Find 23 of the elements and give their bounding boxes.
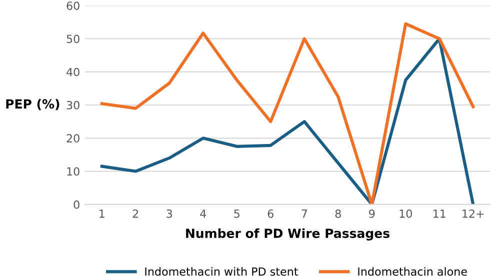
- x-tick-label: 10: [400, 209, 412, 218]
- y-tick-label: 10: [67, 167, 80, 176]
- x-tick-label: 4: [200, 210, 206, 218]
- x-tick-label: 5: [234, 210, 240, 218]
- y-tick-label: 30: [66, 100, 80, 110]
- legend-label: Indomethacin alone: [358, 267, 467, 276]
- x-axis-title: Number of PD Wire Passages: [186, 228, 390, 241]
- x-tick-label: 3: [166, 209, 172, 218]
- x-tick-label: 6: [268, 209, 274, 218]
- x-tick-label: 7: [302, 210, 307, 218]
- y-tick-label: 20: [66, 134, 80, 143]
- x-tick-label: 12+: [462, 209, 484, 218]
- x-tick-label: 8: [335, 209, 341, 218]
- x-tick-label: 11: [434, 210, 446, 218]
- x-tick-label: 2: [132, 209, 138, 218]
- y-tick-label: 40: [66, 68, 80, 76]
- legend-label: Indomethacin with PD stent: [145, 267, 298, 276]
- y-tick-label: 0: [74, 200, 80, 209]
- x-tick-label: 9: [369, 209, 375, 218]
- x-tick-label: 1: [100, 210, 104, 218]
- y-tick-label: 50: [66, 34, 80, 44]
- y-axis-title: PEP (%): [6, 98, 60, 110]
- y-tick-label: 60: [66, 2, 80, 10]
